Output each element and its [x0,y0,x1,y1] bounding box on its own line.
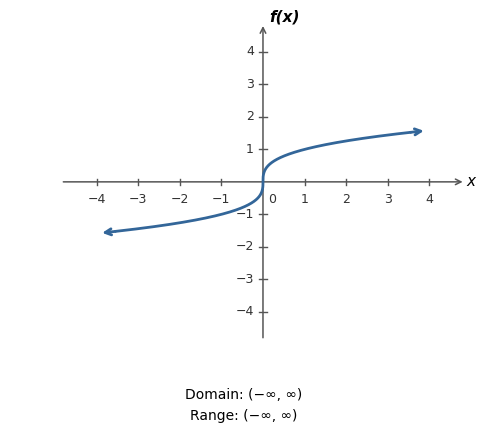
Text: 3: 3 [384,193,392,206]
Text: −2: −2 [235,240,254,253]
Text: 4: 4 [246,45,254,58]
Text: −3: −3 [129,193,148,206]
Text: 3: 3 [246,78,254,91]
Text: Domain: (−∞, ∞): Domain: (−∞, ∞) [185,388,302,401]
Text: 1: 1 [300,193,309,206]
Text: −4: −4 [235,305,254,318]
Text: Range: (−∞, ∞): Range: (−∞, ∞) [190,409,297,423]
Text: 2: 2 [342,193,350,206]
Text: 4: 4 [426,193,433,206]
Text: 1: 1 [246,143,254,156]
Text: −1: −1 [235,208,254,221]
Text: f(x): f(x) [269,10,300,24]
Text: −4: −4 [87,193,106,206]
Text: −1: −1 [212,193,230,206]
Text: 2: 2 [246,110,254,123]
Text: x: x [466,174,475,189]
Text: −3: −3 [235,273,254,286]
Text: −2: −2 [170,193,189,206]
Text: 0: 0 [268,193,276,206]
